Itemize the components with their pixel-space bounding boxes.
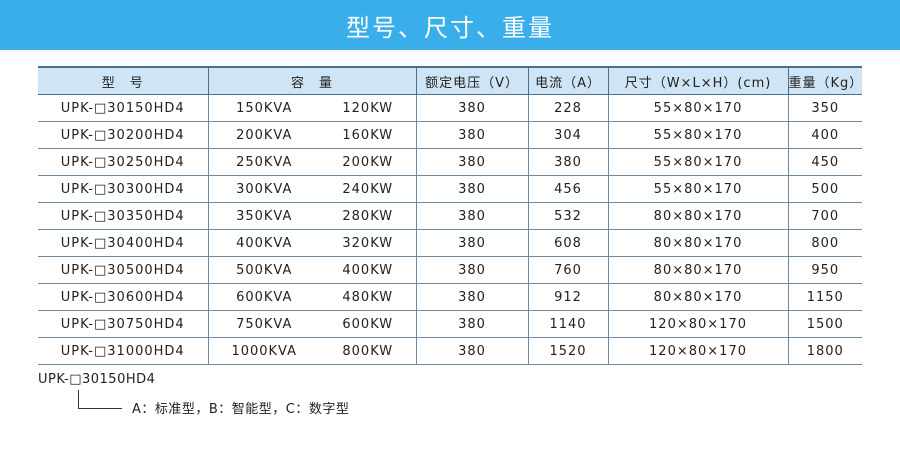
cell-kw: 200KW [320, 148, 417, 176]
cell-kva: 350KVA [208, 202, 320, 230]
cell-model: UPK-□30500HD4 [38, 256, 209, 284]
cell-kva: 200KVA [208, 121, 320, 149]
cell-current: 228 [528, 94, 609, 122]
cell-dimensions: 55×80×170 [608, 94, 789, 122]
cell-weight: 1500 [788, 310, 863, 338]
cell-dimensions: 80×80×170 [608, 283, 789, 311]
cell-kva: 600KVA [208, 283, 320, 311]
cell-weight: 1800 [788, 337, 863, 365]
spec-table: 型 号 容 量 额定电压（V） 电流（A） 尺寸（W×L×H）(cm) 重量（K… [38, 66, 862, 365]
cell-current: 912 [528, 283, 609, 311]
cell-voltage: 380 [416, 337, 529, 365]
cell-kva: 150KVA [208, 94, 320, 122]
cell-weight: 1150 [788, 283, 863, 311]
cell-current: 532 [528, 202, 609, 230]
header-capacity: 容 量 [208, 66, 417, 95]
table-row: UPK-□30300HD4 300KVA 240KW 380 456 55×80… [38, 175, 863, 203]
header-model: 型 号 [38, 66, 209, 95]
cell-voltage: 380 [416, 229, 529, 257]
cell-weight: 400 [788, 121, 863, 149]
cell-current: 1140 [528, 310, 609, 338]
cell-model: UPK-□30300HD4 [38, 175, 209, 203]
legend-connector-horizontal [78, 408, 122, 409]
cell-kw: 280KW [320, 202, 417, 230]
table-row: UPK-□30500HD4 500KVA 400KW 380 760 80×80… [38, 256, 863, 284]
header-voltage: 额定电压（V） [416, 66, 529, 95]
cell-dimensions: 80×80×170 [608, 202, 789, 230]
table-row: UPK-□30400HD4 400KVA 320KW 380 608 80×80… [38, 229, 863, 257]
cell-weight: 700 [788, 202, 863, 230]
cell-voltage: 380 [416, 148, 529, 176]
header-current: 电流（A） [528, 66, 609, 95]
cell-kva: 500KVA [208, 256, 320, 284]
cell-model: UPK-□30600HD4 [38, 283, 209, 311]
cell-voltage: 380 [416, 121, 529, 149]
cell-weight: 350 [788, 94, 863, 122]
cell-current: 760 [528, 256, 609, 284]
cell-current: 608 [528, 229, 609, 257]
model-type-legend: A：标准型，B：智能型，C：数字型 [132, 402, 350, 417]
model-code-example: UPK-□30150HD4 [38, 372, 156, 387]
cell-current: 456 [528, 175, 609, 203]
table-header-row: 型 号 容 量 额定电压（V） 电流（A） 尺寸（W×L×H）(cm) 重量（K… [38, 66, 862, 95]
cell-weight: 450 [788, 148, 863, 176]
cell-kva: 750KVA [208, 310, 320, 338]
cell-kw: 160KW [320, 121, 417, 149]
page-title: 型号、尺寸、重量 [346, 13, 554, 42]
cell-weight: 500 [788, 175, 863, 203]
cell-kw: 600KW [320, 310, 417, 338]
table-row: UPK-□31000HD4 1000KVA 800KW 380 1520 120… [38, 337, 863, 365]
cell-kw: 320KW [320, 229, 417, 257]
cell-voltage: 380 [416, 283, 529, 311]
cell-kw: 120KW [320, 94, 417, 122]
table-row: UPK-□30350HD4 350KVA 280KW 380 532 80×80… [38, 202, 863, 230]
table-row: UPK-□30600HD4 600KVA 480KW 380 912 80×80… [38, 283, 863, 311]
legend-connector-vertical [78, 390, 79, 408]
cell-current: 1520 [528, 337, 609, 365]
cell-kva: 250KVA [208, 148, 320, 176]
cell-dimensions: 120×80×170 [608, 337, 789, 365]
cell-dimensions: 55×80×170 [608, 175, 789, 203]
cell-dimensions: 55×80×170 [608, 121, 789, 149]
title-banner: 型号、尺寸、重量 [0, 0, 900, 50]
cell-model: UPK-□30200HD4 [38, 121, 209, 149]
table-row: UPK-□30200HD4 200KVA 160KW 380 304 55×80… [38, 121, 863, 149]
cell-model: UPK-□30150HD4 [38, 94, 209, 122]
cell-voltage: 380 [416, 94, 529, 122]
table-row: UPK-□30250HD4 250KVA 200KW 380 380 55×80… [38, 148, 863, 176]
cell-model: UPK-□30750HD4 [38, 310, 209, 338]
table-row: UPK-□30150HD4 150KVA 120KW 380 228 55×80… [38, 94, 863, 122]
cell-current: 380 [528, 148, 609, 176]
cell-kw: 480KW [320, 283, 417, 311]
cell-kva: 300KVA [208, 175, 320, 203]
cell-kw: 400KW [320, 256, 417, 284]
cell-model: UPK-□31000HD4 [38, 337, 209, 365]
cell-weight: 800 [788, 229, 863, 257]
header-dimensions: 尺寸（W×L×H）(cm) [608, 66, 789, 95]
cell-kva: 1000KVA [208, 337, 320, 365]
cell-voltage: 380 [416, 256, 529, 284]
cell-model: UPK-□30350HD4 [38, 202, 209, 230]
cell-dimensions: 120×80×170 [608, 310, 789, 338]
cell-voltage: 380 [416, 175, 529, 203]
cell-voltage: 380 [416, 202, 529, 230]
cell-model: UPK-□30400HD4 [38, 229, 209, 257]
cell-voltage: 380 [416, 310, 529, 338]
cell-current: 304 [528, 121, 609, 149]
header-weight: 重量（Kg） [788, 66, 862, 95]
cell-dimensions: 55×80×170 [608, 148, 789, 176]
cell-weight: 950 [788, 256, 863, 284]
cell-kw: 240KW [320, 175, 417, 203]
cell-kw: 800KW [320, 337, 417, 365]
cell-model: UPK-□30250HD4 [38, 148, 209, 176]
cell-dimensions: 80×80×170 [608, 229, 789, 257]
cell-kva: 400KVA [208, 229, 320, 257]
table-row: UPK-□30750HD4 750KVA 600KW 380 1140 120×… [38, 310, 863, 338]
cell-dimensions: 80×80×170 [608, 256, 789, 284]
